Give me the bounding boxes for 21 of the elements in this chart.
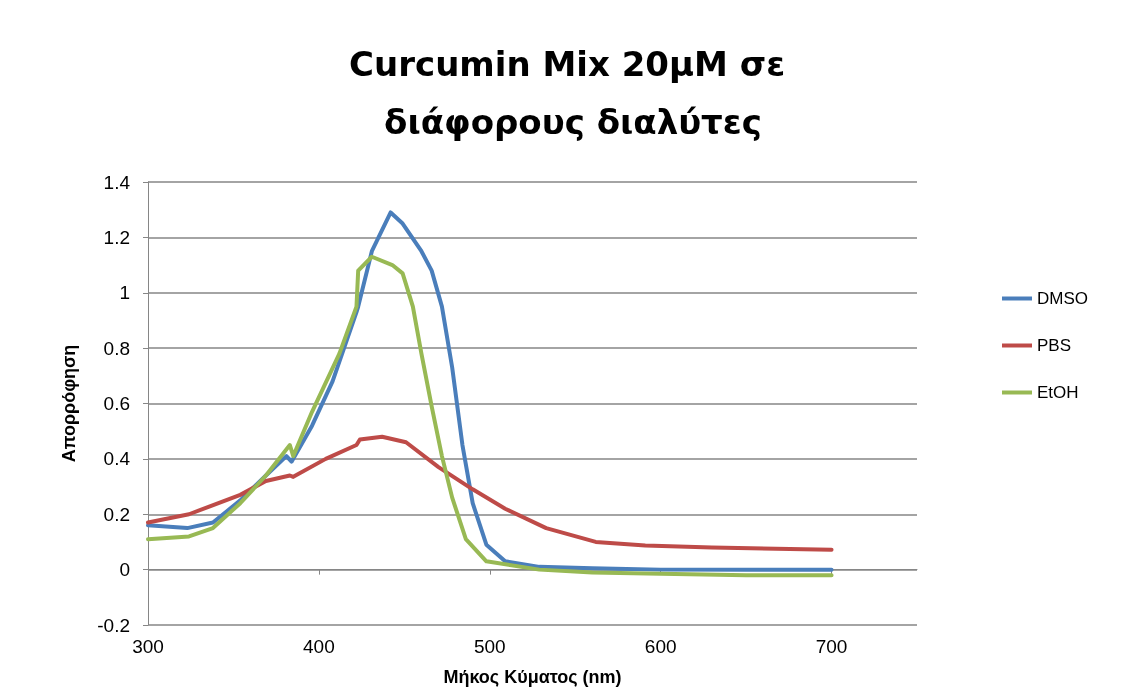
legend-label: DMSO (1037, 289, 1088, 308)
y-tick-label: 1 (119, 282, 130, 304)
x-tick-label: 600 (644, 636, 677, 657)
x-tick-label: 300 (132, 636, 164, 657)
y-tick-label: 1.2 (103, 226, 130, 248)
x-tick-label: 400 (303, 636, 335, 657)
x-tick-label: 700 (815, 636, 848, 657)
y-tick-label: 1.4 (103, 171, 131, 193)
line-series (146, 434, 834, 552)
y-axis-title: Απορρόφηση (59, 344, 79, 463)
y-tick-label: 0.4 (103, 448, 131, 470)
y-tick-label: 0.2 (103, 503, 130, 525)
chart-title: Curcumin Mix 20μM σε διάφορους διαλύτες (349, 44, 797, 142)
y-tick-label: 0.8 (103, 337, 130, 359)
y-tick-label: 0 (119, 559, 130, 581)
x-tick-label: 500 (473, 636, 506, 657)
x-axis-title: Μήκος Κύματος (nm) (443, 667, 622, 687)
legend-label: PBS (1037, 336, 1072, 355)
y-tick-label: -0.2 (97, 614, 130, 636)
legend-label: EtOH (1037, 383, 1079, 402)
y-tick-label: 0.6 (103, 393, 130, 414)
